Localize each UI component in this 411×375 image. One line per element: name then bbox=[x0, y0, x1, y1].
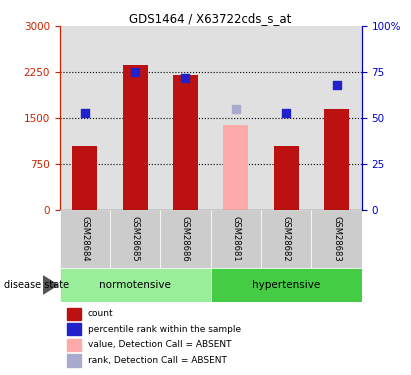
Point bbox=[132, 69, 139, 75]
Bar bbox=[110, 26, 160, 210]
Text: hypertensive: hypertensive bbox=[252, 280, 320, 290]
Bar bbox=[60, 268, 211, 302]
Point bbox=[81, 110, 88, 116]
Bar bbox=[67, 308, 81, 320]
Bar bbox=[312, 26, 362, 210]
Text: GSM28684: GSM28684 bbox=[80, 216, 89, 262]
Text: GSM28683: GSM28683 bbox=[332, 216, 341, 262]
Bar bbox=[67, 323, 81, 336]
Bar bbox=[261, 26, 312, 210]
Text: value, Detection Call = ABSENT: value, Detection Call = ABSENT bbox=[88, 340, 231, 350]
Bar bbox=[67, 339, 81, 351]
Bar bbox=[210, 268, 362, 302]
Bar bbox=[210, 26, 261, 210]
Point bbox=[283, 110, 289, 116]
Text: GSM28682: GSM28682 bbox=[282, 216, 291, 262]
Bar bbox=[160, 210, 210, 268]
Text: count: count bbox=[88, 309, 113, 318]
Bar bbox=[60, 210, 110, 268]
Text: normotensive: normotensive bbox=[99, 280, 171, 290]
Text: percentile rank within the sample: percentile rank within the sample bbox=[88, 325, 241, 334]
Point bbox=[182, 75, 189, 81]
Text: GSM28686: GSM28686 bbox=[181, 216, 190, 262]
Title: GDS1464 / X63722cds_s_at: GDS1464 / X63722cds_s_at bbox=[129, 12, 292, 25]
Bar bbox=[110, 210, 160, 268]
Bar bbox=[261, 210, 312, 268]
Bar bbox=[173, 75, 198, 210]
Bar bbox=[223, 126, 248, 210]
Point bbox=[233, 106, 239, 112]
Bar bbox=[312, 210, 362, 268]
Bar bbox=[72, 146, 97, 210]
Bar bbox=[274, 146, 299, 210]
Text: GSM28681: GSM28681 bbox=[231, 216, 240, 262]
Text: GSM28685: GSM28685 bbox=[131, 216, 140, 262]
Polygon shape bbox=[43, 276, 58, 294]
Bar bbox=[210, 210, 261, 268]
Point bbox=[333, 82, 340, 88]
Text: disease state: disease state bbox=[4, 280, 69, 290]
Bar bbox=[67, 354, 81, 366]
Bar bbox=[60, 26, 110, 210]
Bar bbox=[160, 26, 210, 210]
Bar bbox=[324, 109, 349, 210]
Bar bbox=[122, 65, 148, 210]
Text: rank, Detection Call = ABSENT: rank, Detection Call = ABSENT bbox=[88, 356, 226, 365]
